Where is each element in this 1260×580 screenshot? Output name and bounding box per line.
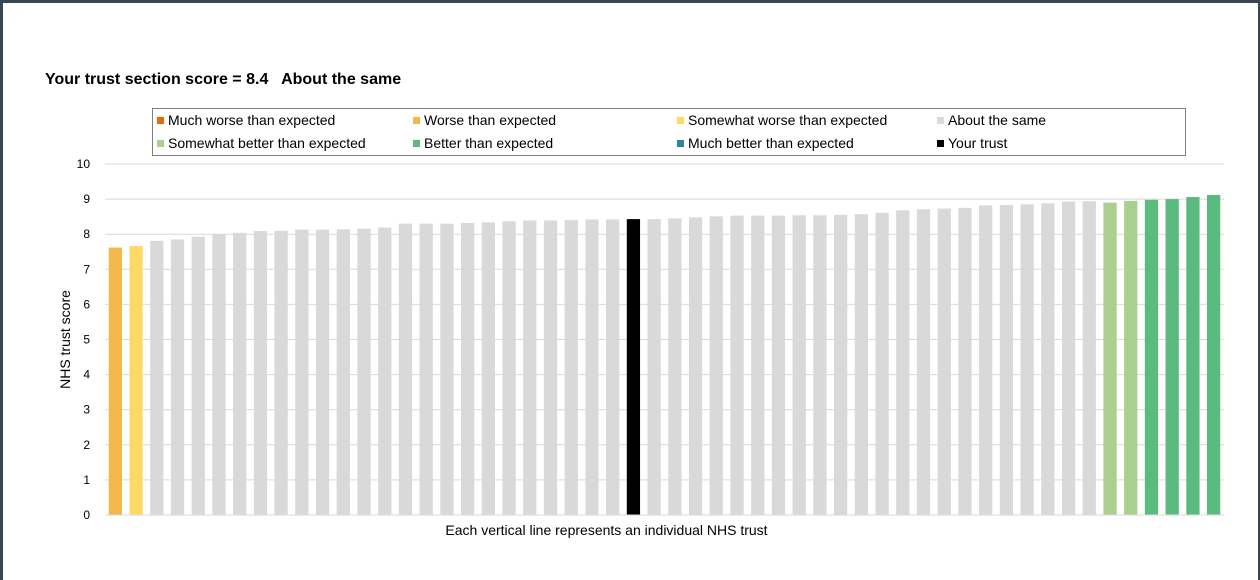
trust-bar <box>357 228 371 515</box>
trust-bar <box>854 214 868 515</box>
gridlines <box>105 163 1224 481</box>
chart-legend: Much worse than expected Worse than expec… <box>152 108 1186 156</box>
y-tick-label: 1 <box>83 473 90 487</box>
trust-bar <box>398 223 413 516</box>
trust-bar <box>461 222 475 515</box>
legend-item: Worse than expected <box>413 110 556 130</box>
legend-item: Much worse than expected <box>157 110 335 130</box>
legend-label: Somewhat better than expected <box>168 135 366 151</box>
trust-bar <box>896 210 910 515</box>
x-axis-label: Each vertical line represents an individ… <box>445 522 767 538</box>
trust-bar <box>129 246 143 515</box>
legend-label: Much worse than expected <box>168 112 336 128</box>
y-tick-label: 4 <box>83 368 90 382</box>
trust-bar <box>1124 200 1138 516</box>
trust-bar <box>1144 199 1159 516</box>
trust-bar <box>1061 201 1076 515</box>
y-tick-label: 10 <box>77 157 91 171</box>
trust-bar <box>502 221 516 515</box>
y-tick-label: 8 <box>83 227 90 241</box>
legend-swatch <box>677 139 684 147</box>
legend-item: Better than expected <box>413 133 553 153</box>
trust-bar <box>1103 202 1117 516</box>
chart-title: Your trust section score = 8.4 About the… <box>45 71 402 88</box>
trust-bar <box>606 219 620 515</box>
trust-bar <box>999 205 1014 515</box>
legend-item: About the same <box>937 110 1046 130</box>
legend-swatch <box>413 139 420 147</box>
trust-bar <box>419 223 433 516</box>
trust-bar <box>937 208 951 515</box>
y-tick-label: 0 <box>83 508 90 522</box>
trust-bar <box>1020 204 1034 515</box>
trust-bar <box>315 229 330 515</box>
trust-bar <box>191 236 205 515</box>
trust-bar <box>295 229 309 515</box>
trust-bar <box>523 220 537 515</box>
trust-bar <box>1041 203 1055 515</box>
legend-item: Much better than expected <box>677 133 854 153</box>
trust-bar <box>979 205 993 516</box>
trust-bar <box>150 240 164 515</box>
legend-swatch <box>157 116 164 124</box>
trust-bar <box>730 215 744 515</box>
trust-bar <box>958 207 972 516</box>
trust-bar <box>543 220 558 515</box>
trust-bar <box>274 230 288 515</box>
legend-item: Your trust <box>937 133 1007 153</box>
trust-bar <box>875 212 889 516</box>
legend-label: Much better than expected <box>688 135 854 151</box>
trust-bar <box>233 232 247 516</box>
legend-swatch <box>413 116 420 124</box>
y-axis-ticks: 0 1 2 3 4 5 6 7 8 9 10 <box>77 157 91 522</box>
trust-bar <box>1186 196 1200 516</box>
legend-label: About the same <box>948 112 1047 128</box>
your-trust-bar <box>626 219 641 516</box>
y-tick-label: 3 <box>83 403 90 417</box>
legend-label: Better than expected <box>424 135 554 151</box>
bars <box>108 194 1221 516</box>
legend-label: Somewhat worse than expected <box>688 112 888 128</box>
trust-bar <box>212 234 226 515</box>
y-tick-label: 2 <box>83 438 90 452</box>
y-tick-label: 7 <box>83 262 90 276</box>
trust-bar <box>481 222 495 515</box>
trust-bar <box>813 215 827 515</box>
trust-bar <box>336 229 350 516</box>
trust-bar <box>668 218 682 515</box>
legend-item: Somewhat worse than expected <box>677 110 887 130</box>
legend-item: Somewhat better than expected <box>157 133 366 153</box>
trust-bar <box>585 219 599 515</box>
legend-label: Your trust <box>948 135 1008 151</box>
trust-bar <box>564 220 578 515</box>
trust-bar <box>170 239 185 515</box>
trust-bar <box>378 227 392 515</box>
y-tick-label: 6 <box>83 297 90 311</box>
trust-bar <box>253 231 268 516</box>
legend-swatch <box>677 116 684 124</box>
trust-bar <box>1165 199 1179 515</box>
legend-swatch <box>937 116 944 124</box>
trust-bar <box>108 247 122 516</box>
y-tick-label: 9 <box>83 192 90 206</box>
trust-bar <box>751 215 765 515</box>
trust-bar <box>440 223 454 516</box>
trust-bar <box>1082 201 1096 515</box>
trust-bar <box>1207 194 1221 515</box>
trust-bar <box>771 215 786 515</box>
trust-bar <box>834 214 848 515</box>
trust-bar <box>792 215 806 515</box>
trust-bar <box>916 209 931 515</box>
legend-label: Worse than expected <box>424 112 557 128</box>
trust-bar <box>688 217 703 515</box>
trust-bar <box>709 216 723 516</box>
y-tick-label: 5 <box>83 333 90 347</box>
legend-swatch <box>157 139 164 147</box>
y-axis-label: NHS trust score <box>57 290 73 389</box>
trust-bar <box>647 219 661 516</box>
legend-swatch <box>937 139 944 147</box>
